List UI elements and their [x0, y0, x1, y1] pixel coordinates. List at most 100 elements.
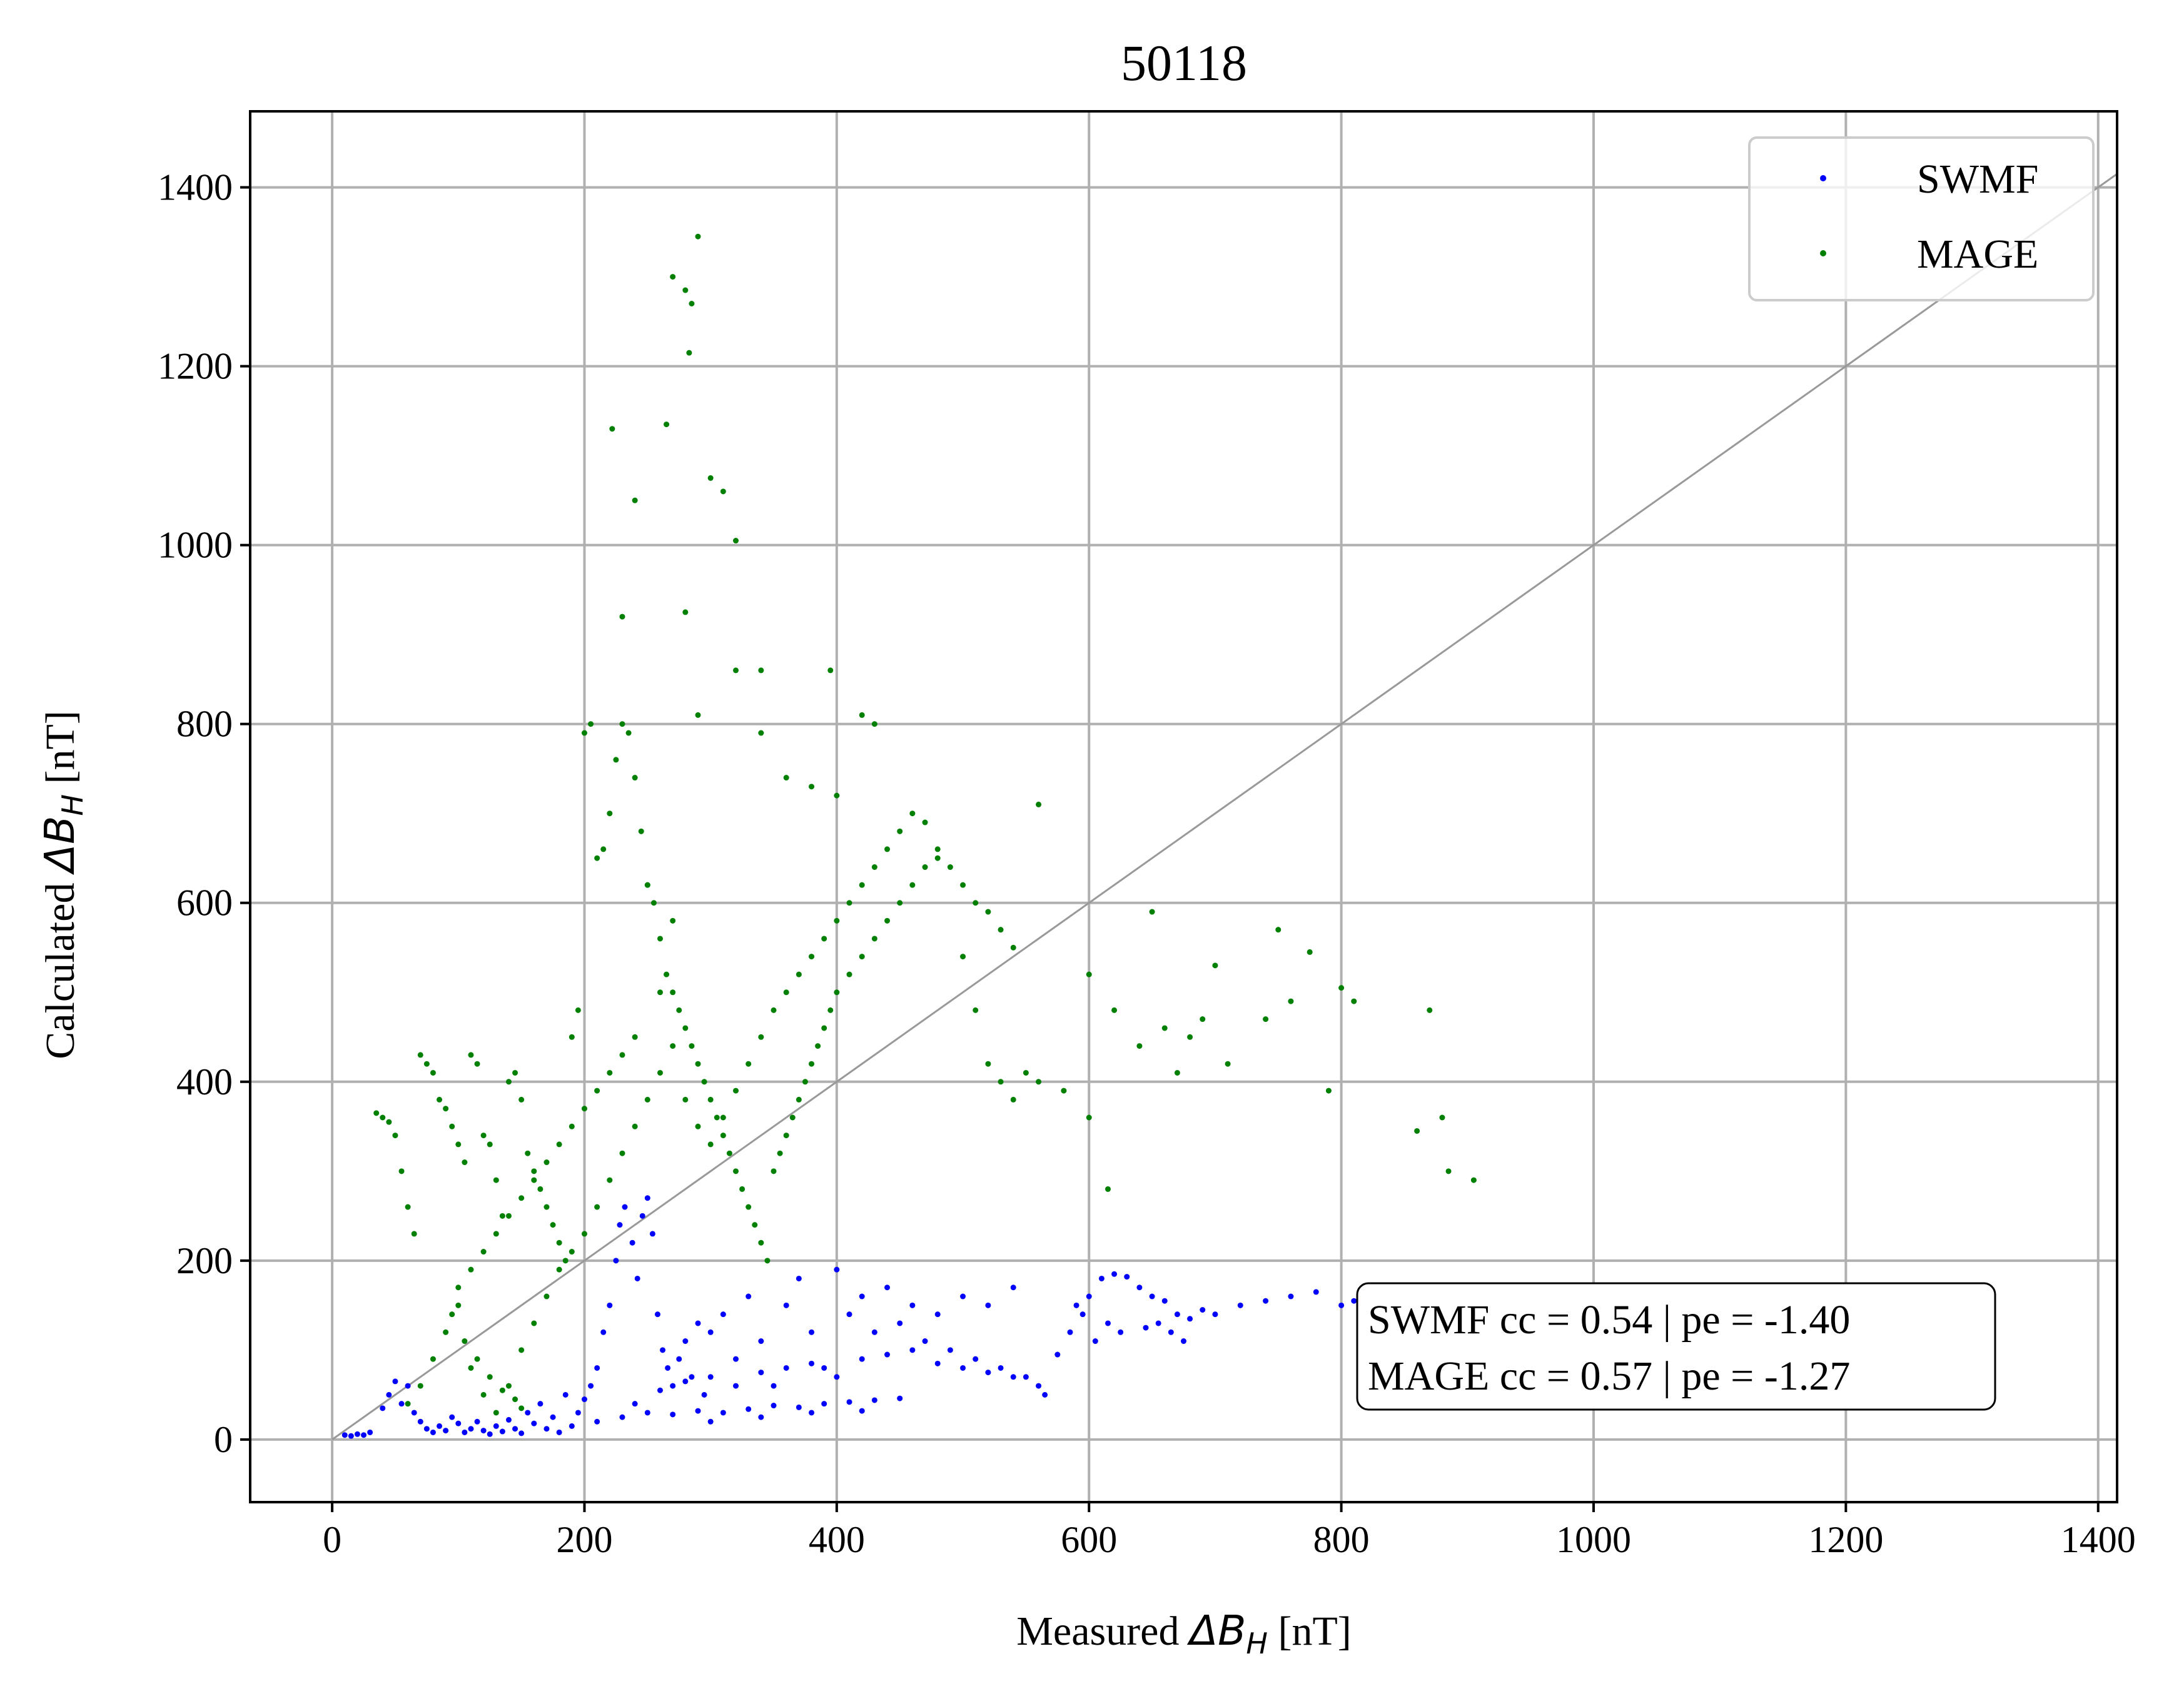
mage-point: [386, 1119, 392, 1125]
mage-point: [796, 1096, 802, 1103]
mage-point: [607, 810, 613, 817]
mage-point: [720, 488, 726, 495]
mage-point: [512, 1396, 518, 1403]
mage-point: [1427, 1007, 1433, 1013]
swmf-point: [649, 1231, 655, 1237]
swmf-point: [701, 1391, 707, 1398]
swmf-point: [487, 1431, 493, 1437]
swmf-point: [1288, 1293, 1294, 1300]
mage-point: [581, 730, 587, 736]
swmf-point: [934, 1311, 941, 1318]
mage-point: [676, 1007, 682, 1013]
mage-point: [1187, 1034, 1193, 1040]
swmf-point: [518, 1430, 525, 1436]
swmf-point: [689, 1374, 695, 1380]
mage-point: [733, 1088, 739, 1094]
mage-point: [480, 1391, 487, 1398]
swmf-point: [468, 1426, 474, 1432]
mage-point: [499, 1213, 505, 1219]
mage-point: [846, 900, 852, 906]
mage-point: [417, 1052, 423, 1058]
swmf-point: [1010, 1285, 1016, 1291]
mage-point: [1036, 1079, 1042, 1085]
mage-point: [821, 936, 827, 942]
mage-point: [796, 971, 802, 977]
swmf-point: [846, 1311, 852, 1318]
swmf-point: [1181, 1338, 1186, 1345]
mage-point: [733, 538, 739, 544]
mage-point: [682, 287, 689, 293]
swmf-point: [600, 1329, 607, 1335]
swmf-point: [480, 1428, 487, 1434]
mage-point: [834, 989, 840, 996]
swmf-point: [411, 1410, 417, 1416]
mage-point: [846, 971, 852, 977]
swmf-point: [619, 1414, 625, 1420]
y-tick-label: 800: [176, 704, 233, 745]
mage-point: [474, 1356, 480, 1362]
swmf-point: [670, 1411, 676, 1418]
mage-point: [1010, 1096, 1016, 1103]
mage-point: [689, 300, 695, 306]
swmf-point: [897, 1395, 903, 1401]
mage-point: [569, 1249, 575, 1255]
mage-point: [973, 900, 979, 906]
mage-point: [1263, 1016, 1269, 1022]
mage-point: [462, 1159, 468, 1166]
mage-point: [1036, 801, 1042, 807]
swmf-point: [1086, 1293, 1092, 1300]
mage-point: [746, 1061, 752, 1067]
swmf-point: [809, 1410, 815, 1416]
mage-point: [733, 1168, 739, 1174]
swmf-point: [386, 1391, 392, 1398]
y-tick-label: 1200: [158, 346, 233, 387]
mage-point: [443, 1106, 449, 1112]
swmf-point: [947, 1347, 953, 1353]
swmf-point: [569, 1423, 575, 1429]
swmf-point: [720, 1410, 726, 1416]
mage-point: [556, 1141, 562, 1148]
swmf-point: [783, 1365, 789, 1371]
swmf-point: [746, 1406, 752, 1412]
chart-title: 50118: [1121, 34, 1247, 91]
swmf-point: [1010, 1374, 1016, 1380]
swmf-point: [1092, 1338, 1098, 1345]
mage-point: [480, 1133, 487, 1139]
mage-point: [998, 927, 1004, 933]
mage-point: [1105, 1186, 1111, 1192]
swmf-point: [556, 1429, 562, 1435]
swmf-point: [367, 1429, 373, 1435]
swmf-point: [493, 1423, 499, 1429]
mage-point: [632, 1034, 638, 1040]
mage-point: [518, 1195, 525, 1201]
mage-point: [871, 721, 877, 727]
mage-point: [809, 784, 815, 790]
swmf-point: [644, 1195, 650, 1201]
mage-point: [487, 1374, 493, 1380]
mage-point: [859, 954, 865, 960]
mage-point: [525, 1150, 531, 1156]
swmf-point: [660, 1347, 666, 1353]
mage-point: [405, 1204, 411, 1210]
mage-point: [733, 667, 739, 674]
swmf-point: [707, 1418, 714, 1425]
swmf-point: [1036, 1383, 1042, 1389]
swmf-point: [1168, 1329, 1174, 1335]
mage-point: [720, 1133, 726, 1139]
swmf-point: [670, 1383, 676, 1389]
mage-point: [809, 954, 815, 960]
mage-point: [909, 882, 916, 888]
mage-point: [758, 1239, 764, 1246]
swmf-point: [922, 1338, 928, 1345]
mage-point: [682, 609, 689, 615]
swmf-point: [657, 1387, 663, 1393]
swmf-point: [884, 1285, 891, 1291]
swmf-point: [1105, 1320, 1111, 1326]
swmf-point: [405, 1383, 411, 1389]
mage-point: [505, 1383, 512, 1389]
swmf-point: [1067, 1329, 1073, 1335]
swmf-point: [1079, 1311, 1086, 1318]
mage-point: [834, 792, 840, 799]
swmf-point: [443, 1428, 449, 1434]
